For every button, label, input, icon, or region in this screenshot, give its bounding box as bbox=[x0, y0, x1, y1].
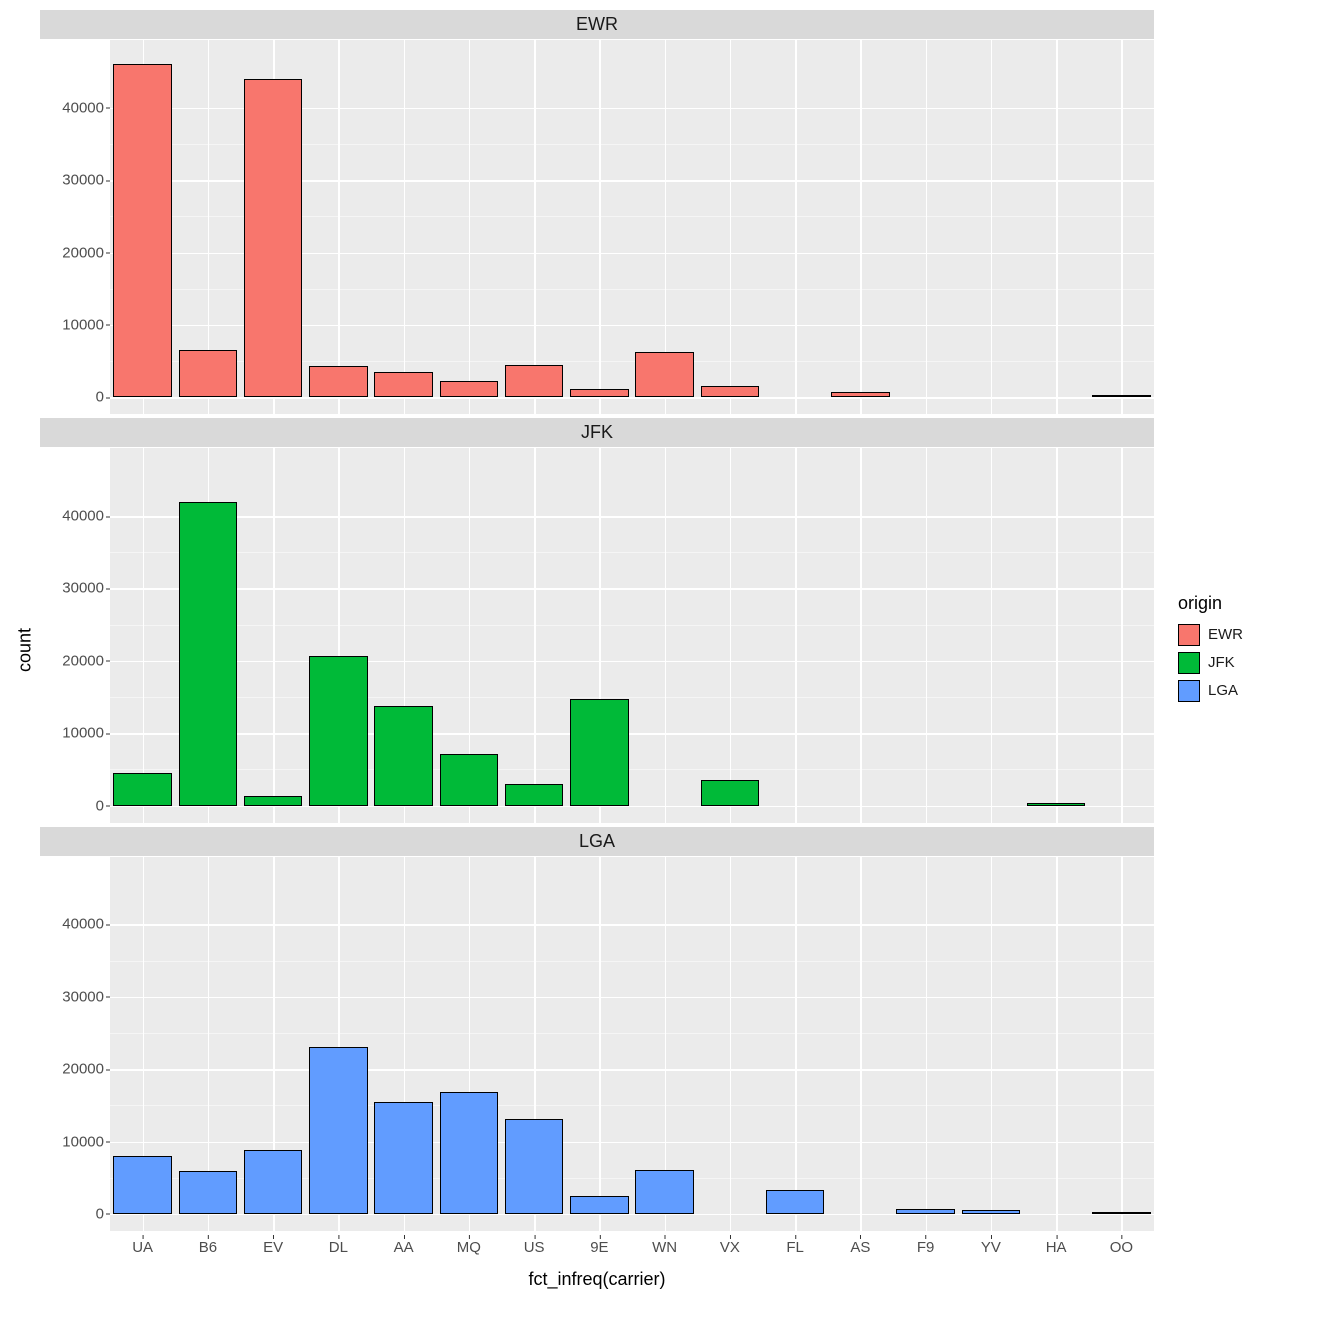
bar bbox=[635, 1170, 694, 1214]
bar bbox=[244, 79, 303, 397]
bar bbox=[179, 1171, 238, 1214]
bar bbox=[244, 1150, 303, 1214]
x-tick-label: FL bbox=[786, 1239, 804, 1256]
x-tick-label: 9E bbox=[590, 1239, 608, 1256]
bar bbox=[374, 706, 433, 806]
bar bbox=[309, 1047, 368, 1214]
bar bbox=[113, 1156, 172, 1214]
bar bbox=[440, 1092, 499, 1214]
y-ticks: 0 10000 20000 30000 40000 bbox=[40, 448, 110, 822]
bar bbox=[440, 381, 499, 398]
bar bbox=[701, 386, 760, 397]
bar bbox=[570, 699, 629, 805]
faceted-bar-chart: count EWR 0 10000 20000 30000 40000 JFK 0 10000 2… bbox=[10, 10, 1334, 1290]
y-tick-label: 0 bbox=[96, 1205, 104, 1222]
bar bbox=[374, 372, 433, 397]
bar bbox=[701, 780, 760, 806]
y-tick-label: 40000 bbox=[62, 99, 104, 116]
bar bbox=[896, 1209, 955, 1214]
facet-strip: EWR bbox=[40, 10, 1154, 40]
y-tick-label: 10000 bbox=[62, 725, 104, 742]
y-tick-label: 20000 bbox=[62, 652, 104, 669]
x-tick-label: EV bbox=[263, 1239, 283, 1256]
bar bbox=[766, 1190, 825, 1214]
bar bbox=[113, 773, 172, 806]
bar bbox=[1092, 395, 1151, 397]
y-tick-label: 0 bbox=[96, 797, 104, 814]
panels-area: EWR 0 10000 20000 30000 40000 JFK 0 10000 20000 30… bbox=[40, 10, 1154, 1235]
legend-item: LGA bbox=[1178, 680, 1334, 702]
bar bbox=[505, 365, 564, 397]
legend: origin EWR JFK LGA bbox=[1154, 10, 1334, 1290]
bar bbox=[179, 350, 238, 397]
y-ticks: 0 10000 20000 30000 40000 bbox=[40, 40, 110, 414]
x-tick-label: WN bbox=[652, 1239, 677, 1256]
facet-lga: LGA 0 10000 20000 30000 40000 bbox=[40, 827, 1154, 1231]
y-tick-label: 20000 bbox=[62, 1061, 104, 1078]
x-tick-label: UA bbox=[132, 1239, 153, 1256]
legend-label: JFK bbox=[1208, 654, 1235, 671]
plot-area bbox=[110, 40, 1154, 414]
y-tick-label: 30000 bbox=[62, 172, 104, 189]
facet-strip: JFK bbox=[40, 418, 1154, 448]
legend-swatch bbox=[1178, 680, 1200, 702]
bar bbox=[1027, 803, 1086, 805]
x-tick-label: B6 bbox=[199, 1239, 217, 1256]
legend-title: origin bbox=[1178, 593, 1334, 614]
facet-jfk: JFK 0 10000 20000 30000 40000 bbox=[40, 418, 1154, 822]
y-axis-label: count bbox=[10, 10, 40, 1290]
plot-area bbox=[110, 857, 1154, 1231]
legend-label: LGA bbox=[1208, 682, 1238, 699]
bar bbox=[244, 796, 303, 806]
y-tick-label: 0 bbox=[96, 389, 104, 406]
legend-swatch bbox=[1178, 624, 1200, 646]
panels-column: EWR 0 10000 20000 30000 40000 JFK 0 10000 20000 30… bbox=[40, 10, 1154, 1290]
x-tick-label: F9 bbox=[917, 1239, 935, 1256]
bar bbox=[505, 1119, 564, 1214]
y-tick-label: 10000 bbox=[62, 316, 104, 333]
x-ticks: UA B6 EV DL AA MQ US 9E WN VX FL AS F9 YV HA OO bbox=[110, 1235, 1154, 1263]
bar bbox=[505, 784, 564, 806]
bar bbox=[962, 1210, 1021, 1214]
bar bbox=[374, 1102, 433, 1214]
facet-ewr: EWR 0 10000 20000 30000 40000 bbox=[40, 10, 1154, 414]
y-tick-label: 20000 bbox=[62, 244, 104, 261]
bar bbox=[570, 389, 629, 398]
bar bbox=[113, 64, 172, 397]
bar bbox=[179, 502, 238, 806]
bar bbox=[309, 656, 368, 806]
x-tick-label: YV bbox=[981, 1239, 1001, 1256]
bar bbox=[440, 754, 499, 806]
plot-area bbox=[110, 448, 1154, 822]
x-tick-label: VX bbox=[720, 1239, 740, 1256]
x-axis-row: UA B6 EV DL AA MQ US 9E WN VX FL AS F9 YV HA OO bbox=[40, 1235, 1154, 1263]
legend-item: EWR bbox=[1178, 624, 1334, 646]
x-tick-label: OO bbox=[1110, 1239, 1133, 1256]
y-tick-label: 30000 bbox=[62, 580, 104, 597]
x-axis-label: fct_infreq(carrier) bbox=[40, 1263, 1154, 1290]
y-ticks: 0 10000 20000 30000 40000 bbox=[40, 857, 110, 1231]
x-tick-label: MQ bbox=[457, 1239, 481, 1256]
x-tick-label: HA bbox=[1046, 1239, 1067, 1256]
bar bbox=[1092, 1212, 1151, 1214]
legend-item: JFK bbox=[1178, 652, 1334, 674]
y-tick-label: 40000 bbox=[62, 508, 104, 525]
bar bbox=[309, 366, 368, 397]
x-tick-label: AA bbox=[394, 1239, 414, 1256]
x-tick-label: AS bbox=[850, 1239, 870, 1256]
bar bbox=[831, 392, 890, 397]
y-tick-label: 30000 bbox=[62, 988, 104, 1005]
x-tick-label: US bbox=[524, 1239, 545, 1256]
legend-swatch bbox=[1178, 652, 1200, 674]
x-tick-label: DL bbox=[329, 1239, 348, 1256]
bar bbox=[570, 1196, 629, 1214]
facet-strip: LGA bbox=[40, 827, 1154, 857]
bar bbox=[635, 352, 694, 397]
y-tick-label: 40000 bbox=[62, 916, 104, 933]
y-tick-label: 10000 bbox=[62, 1133, 104, 1150]
legend-label: EWR bbox=[1208, 626, 1243, 643]
